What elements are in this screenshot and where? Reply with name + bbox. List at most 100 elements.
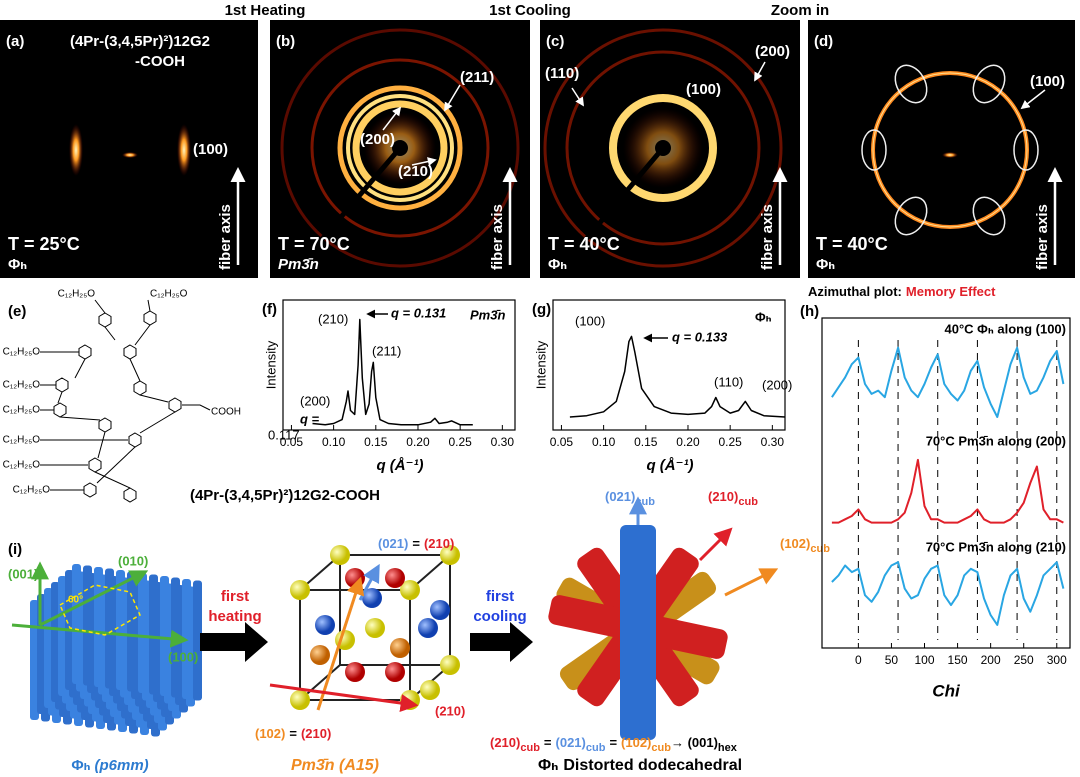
panel-label: (f) <box>262 301 277 318</box>
panel-label: (a) <box>6 33 24 50</box>
substituent: C₁₂H₂₅O <box>150 289 188 300</box>
compound: (4Pr-(3,4,5Pr)²)12G2 <box>70 33 210 50</box>
molecule <box>40 299 211 503</box>
series-label: 70°C Pm3̄n along (200) <box>926 433 1066 448</box>
plane: (021) <box>378 536 408 551</box>
pattern-a <box>0 20 258 278</box>
equation: (210)cub = (021)cub = (102)cub→ (001)hex <box>490 735 738 753</box>
header: Azimuthal plot: Memory Effect <box>808 284 996 299</box>
x-tick-label: 150 <box>948 653 968 667</box>
arrow <box>200 622 268 662</box>
cylinder <box>51 582 60 702</box>
x-tick-label: 0.25 <box>448 435 472 449</box>
peak-label: (100) <box>686 81 721 98</box>
header: 1st Cooling <box>489 2 571 19</box>
data-line <box>312 318 473 426</box>
hex-axes <box>11 561 189 648</box>
annotation: (200) <box>300 393 330 408</box>
panel-label: (c) <box>546 33 564 50</box>
angle-label: 60° <box>68 595 83 606</box>
temperature: T = 25°C <box>8 234 80 254</box>
substituent: C₁₂H₂₅O <box>3 380 41 391</box>
annotation: (100) <box>575 313 605 328</box>
plane: = <box>289 726 297 741</box>
rod-label: (021)cub <box>605 489 655 507</box>
data-line <box>831 561 1065 626</box>
cylinder <box>127 571 136 692</box>
x-tick-label: 0.30 <box>761 435 785 449</box>
annotation: q = 0.133 <box>672 329 728 344</box>
fiber-axis: fiber axis <box>759 204 776 270</box>
peak-label: (200) <box>755 43 790 60</box>
phase: Φₕ <box>8 256 27 273</box>
x-tick-label: 100 <box>914 653 934 667</box>
y-axis-label: Intensity <box>533 340 548 389</box>
step-label: heating <box>208 608 261 625</box>
header-text: Azimuthal plot: <box>808 284 902 299</box>
annotation: q = <box>300 411 320 426</box>
plane: (021) <box>605 489 635 504</box>
eq-part: (021) <box>556 735 586 750</box>
plane: (210) <box>301 726 331 741</box>
data-line <box>569 335 786 418</box>
annotation: 0.117 <box>268 427 300 442</box>
panel-label: (b) <box>276 33 295 50</box>
annotation: (200) <box>762 377 792 392</box>
x-tick-label: 0.15 <box>364 435 388 449</box>
rod-cluster <box>548 496 779 740</box>
x-tick-label: 0.05 <box>280 435 304 449</box>
phase-text: Φₕ <box>538 757 558 774</box>
data-line <box>831 458 1064 524</box>
arrow <box>470 622 533 662</box>
temperature: T = 40°C <box>816 234 888 254</box>
plot-frame <box>821 317 1071 649</box>
x-axis-label: q (Å⁻¹) <box>376 457 423 474</box>
peak-label: (200) <box>360 131 395 148</box>
cylinder <box>193 580 202 701</box>
header: Zoom in <box>771 2 829 19</box>
acid: COOH <box>211 407 241 418</box>
axis-label: (001) <box>8 566 38 581</box>
phase: Φₕ <box>816 256 835 273</box>
plot-frame <box>282 299 516 431</box>
phase: Pm3̄n <box>278 256 319 273</box>
x-tick-label: 250 <box>1014 653 1034 667</box>
phase-text: Φₕ <box>71 757 90 774</box>
temperature: T = 40°C <box>548 234 620 254</box>
series-label: 70°C Pm3̄n along (210) <box>926 539 1066 554</box>
pattern-b <box>270 20 530 278</box>
cylinder <box>160 576 169 696</box>
x-tick-label: 0 <box>855 653 862 667</box>
cylinder <box>83 565 92 686</box>
rod-label: (210)cub <box>708 489 758 507</box>
plane: (102) <box>780 536 810 551</box>
plane: (102) <box>255 726 285 741</box>
fiber-axis: fiber axis <box>1034 204 1051 270</box>
x-axis-label: Chi <box>932 681 961 700</box>
panel-label: (d) <box>814 33 833 50</box>
plane-sub: cub <box>635 496 655 508</box>
substituent: C₁₂H₂₅O <box>3 460 41 471</box>
fiber-axis: fiber axis <box>217 204 234 270</box>
x-tick-label: 0.25 <box>718 435 742 449</box>
plane-label: (102) = (210) <box>255 726 331 741</box>
step-label: cooling <box>473 608 526 625</box>
annotation: (210) <box>318 311 348 326</box>
header-text: Memory Effect <box>906 284 996 299</box>
pattern-c <box>540 20 800 278</box>
cylinder <box>105 568 114 689</box>
unit-cell <box>269 545 460 712</box>
cylinder <box>58 576 67 696</box>
eq-part: (102) <box>621 735 651 750</box>
annotation: (211) <box>372 343 401 358</box>
eq-part: cub <box>586 742 606 754</box>
peak-label: (110) <box>545 65 579 82</box>
substituent: C₁₂H₂₅O <box>13 485 51 496</box>
eq-part: → (001) <box>671 735 718 750</box>
peak-label: (100) <box>1030 73 1065 90</box>
annotation: Φₕ <box>755 309 772 324</box>
substituent: C₁₂H₂₅O <box>3 435 41 446</box>
x-tick-label: 200 <box>981 653 1001 667</box>
x-tick-label: 300 <box>1047 653 1067 667</box>
peak-label: (100) <box>193 141 228 158</box>
